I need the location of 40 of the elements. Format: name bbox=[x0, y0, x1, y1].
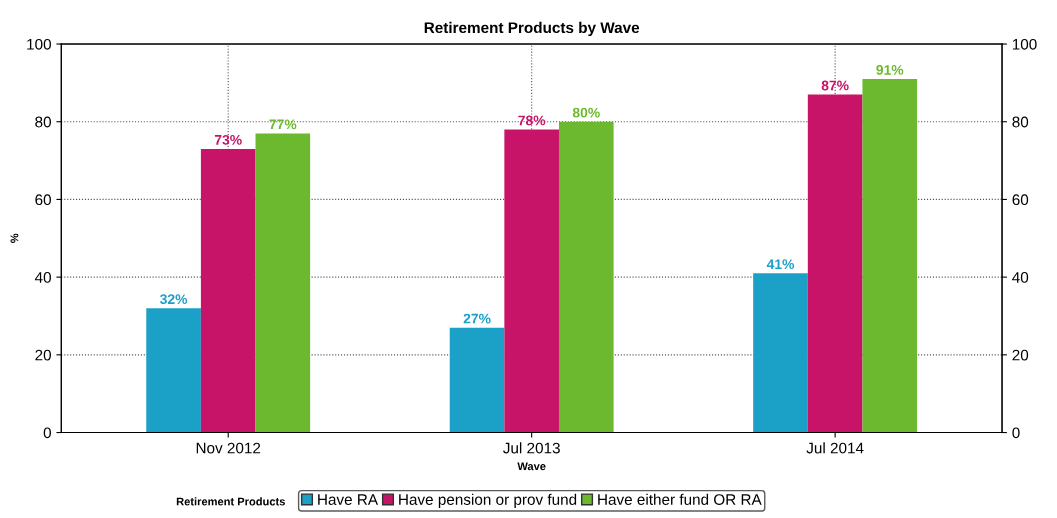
y2-tick-label: 0 bbox=[1012, 427, 1020, 439]
legend-label: Have either fund OR RA bbox=[598, 493, 762, 505]
y-tick-label: 40 bbox=[34, 272, 51, 283]
data-label: 41% bbox=[766, 259, 795, 270]
data-label: 73% bbox=[214, 134, 242, 145]
bar bbox=[862, 79, 918, 433]
data-label: 87% bbox=[821, 80, 849, 91]
bar bbox=[558, 121, 614, 433]
data-label: 78% bbox=[518, 115, 546, 126]
y2-tick-label: 80 bbox=[1012, 116, 1029, 128]
y-axis-title: % bbox=[10, 233, 19, 243]
bar bbox=[807, 94, 863, 433]
data-label: 27% bbox=[463, 313, 491, 324]
bar bbox=[146, 308, 201, 433]
y2-tick-label: 60 bbox=[1012, 194, 1029, 206]
data-label: 32% bbox=[160, 294, 188, 305]
data-label: 80% bbox=[572, 107, 600, 118]
bar bbox=[200, 148, 256, 433]
data-label: 91% bbox=[876, 65, 904, 75]
y-tick-label: 100 bbox=[27, 38, 51, 50]
y-tick-label: 80 bbox=[35, 116, 51, 128]
bar bbox=[449, 327, 505, 433]
y-tick-label: 20 bbox=[35, 349, 51, 361]
y-tick-label: 60 bbox=[35, 194, 51, 206]
x-tick-label: Jul 2014 bbox=[806, 442, 864, 454]
chart-title: Retirement Products by Wave bbox=[424, 21, 640, 37]
legend-title: Retirement Products bbox=[176, 497, 285, 506]
x-axis-title: Wave bbox=[517, 462, 546, 471]
bar bbox=[504, 129, 559, 433]
y-tick-label: 0 bbox=[43, 427, 51, 439]
x-tick-label: Nov 2012 bbox=[196, 442, 261, 454]
y2-tick-label: 100 bbox=[1012, 38, 1037, 50]
y2-tick-label: 20 bbox=[1012, 349, 1029, 361]
bar bbox=[753, 273, 808, 433]
data-label: 77% bbox=[269, 119, 297, 130]
bar bbox=[255, 133, 311, 433]
legend-label: Have pension or prov fund bbox=[399, 493, 577, 508]
y2-tick-label: 40 bbox=[1012, 272, 1029, 283]
legend-label: Have RA bbox=[318, 494, 379, 505]
x-tick-label: Jul 2013 bbox=[503, 442, 560, 454]
